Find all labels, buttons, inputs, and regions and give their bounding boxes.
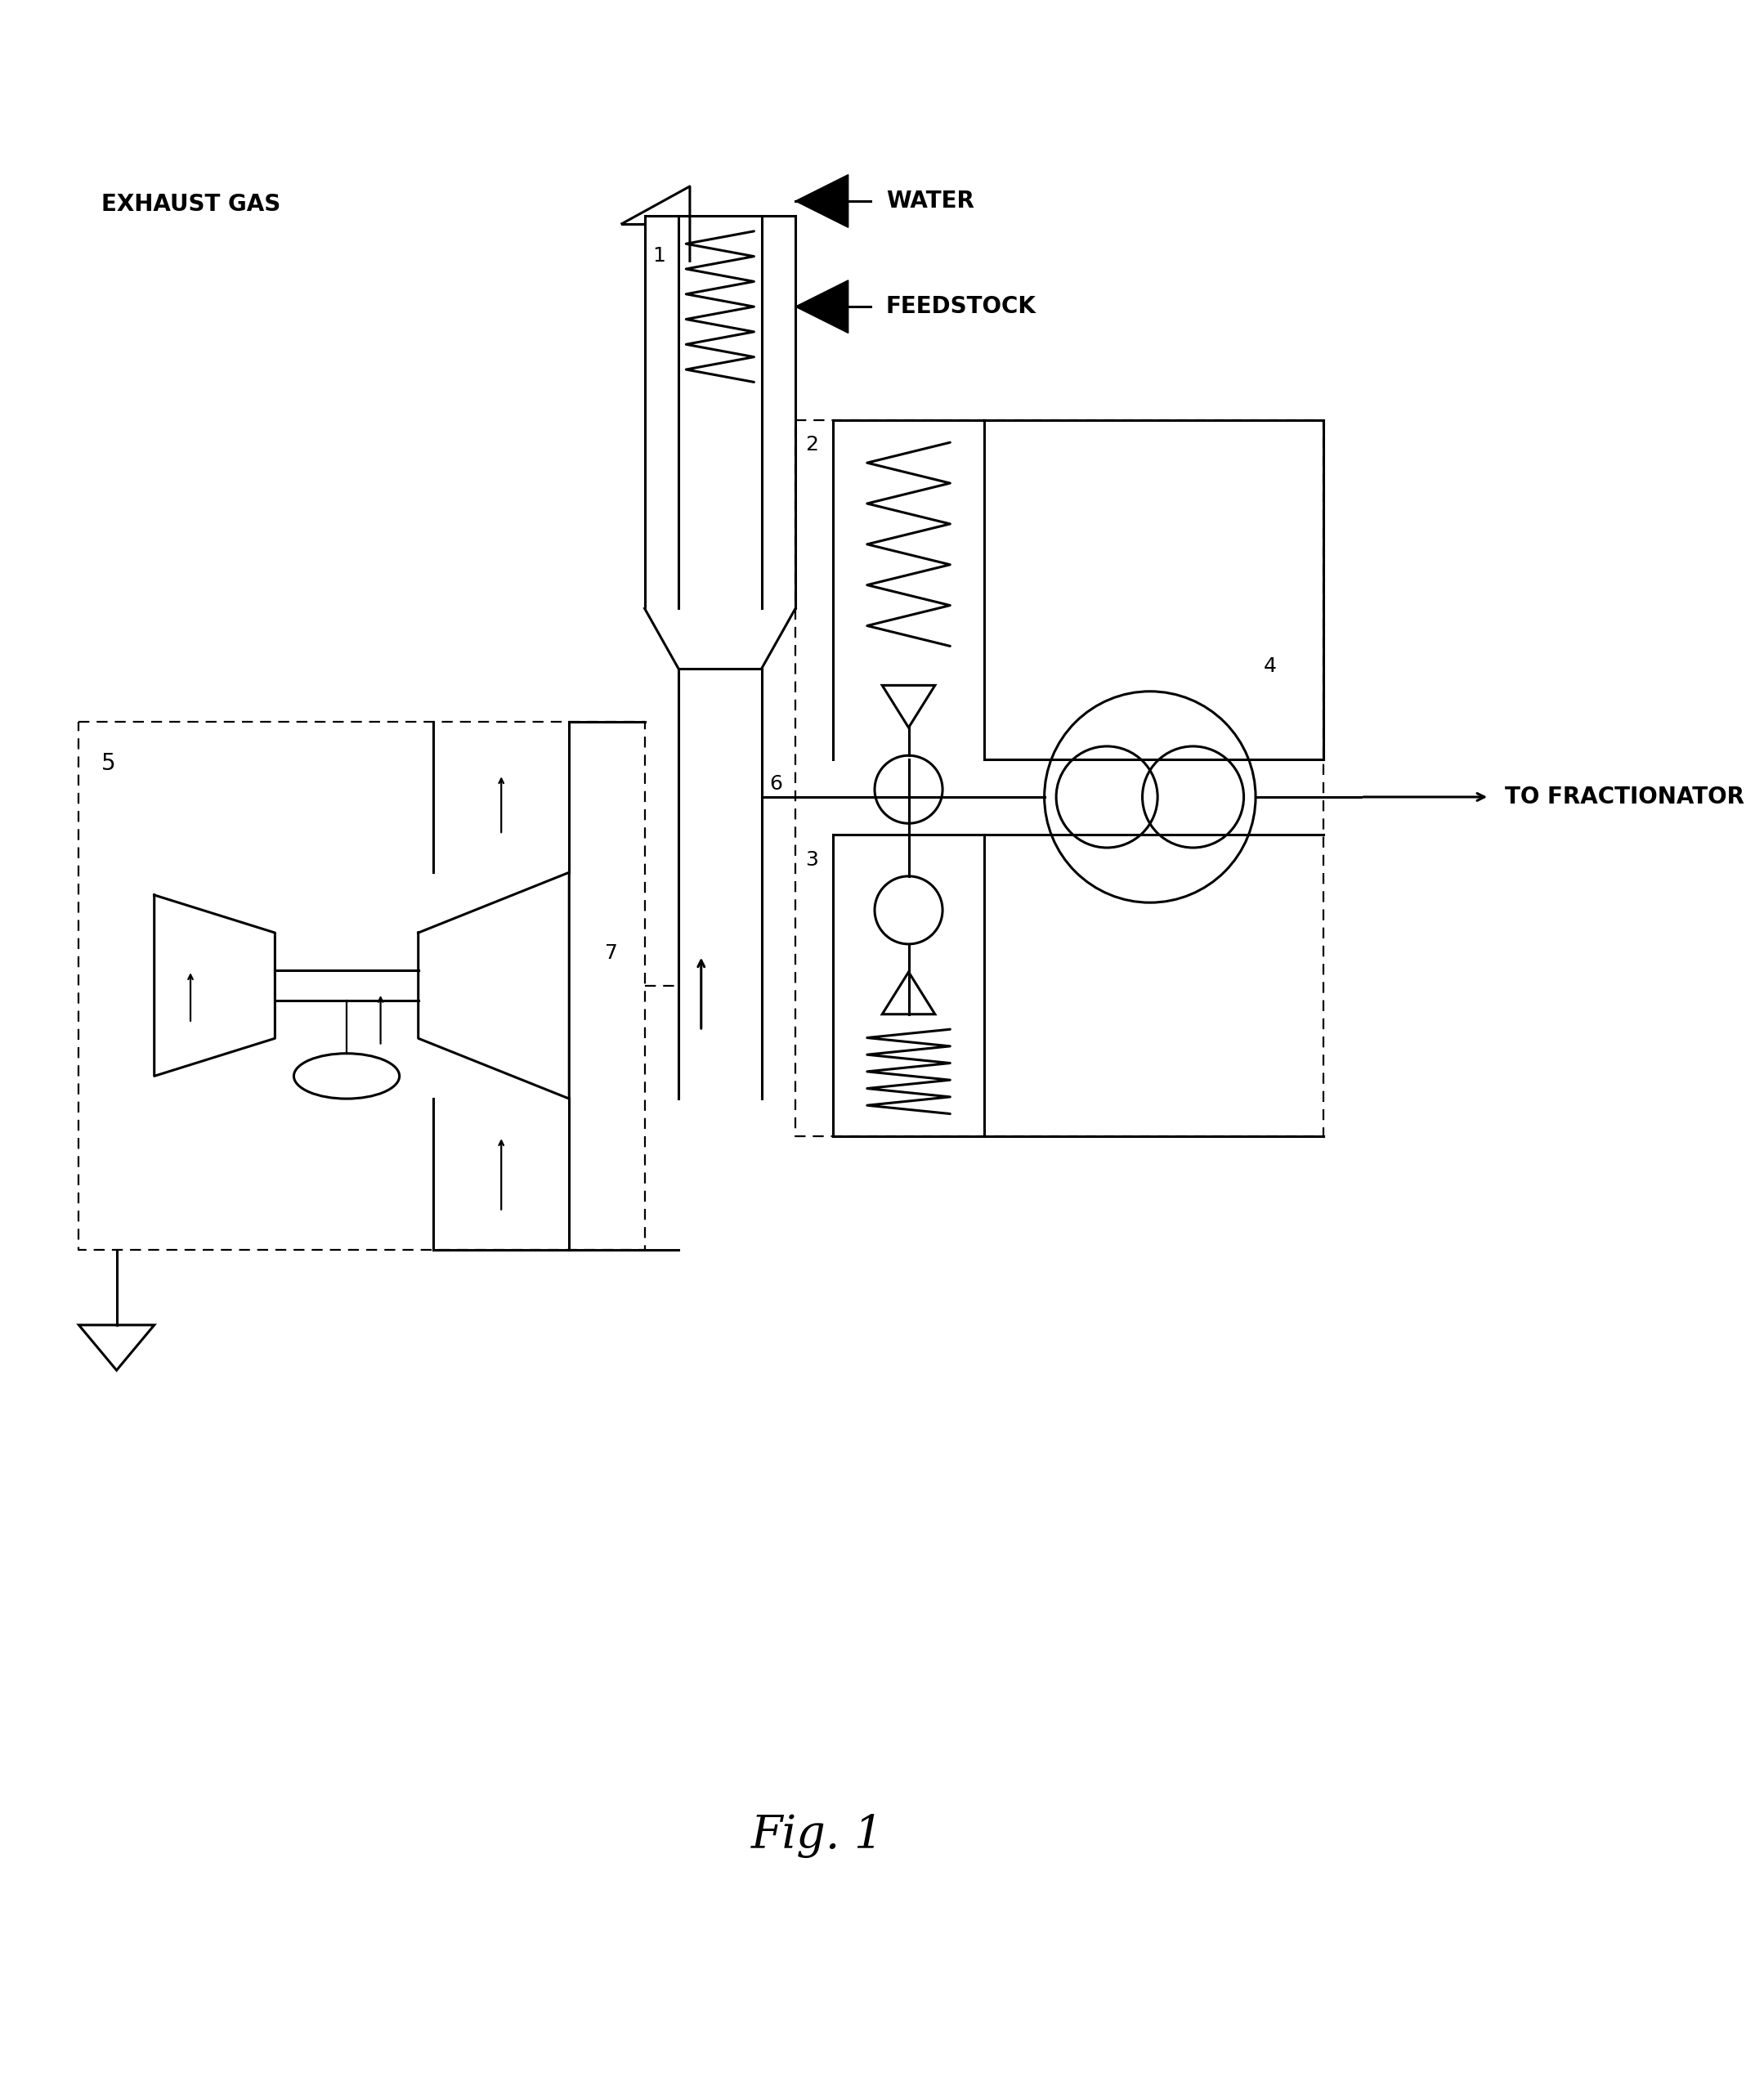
Text: WATER: WATER [886,189,974,212]
Polygon shape [882,972,935,1014]
Text: 3: 3 [804,849,818,870]
Polygon shape [882,685,935,727]
Polygon shape [796,175,848,227]
Text: 5: 5 [102,752,116,775]
Text: Fig. 1: Fig. 1 [751,1813,884,1857]
Text: 4: 4 [1263,656,1275,677]
Text: 2: 2 [804,435,818,454]
Text: 6: 6 [769,775,781,793]
Text: 1: 1 [653,246,665,266]
Text: 7: 7 [605,943,617,964]
Text: TO FRACTIONATOR: TO FRACTIONATOR [1505,785,1745,808]
Polygon shape [796,281,848,333]
Text: EXHAUST GAS: EXHAUST GAS [102,194,280,217]
Text: FEEDSTOCK: FEEDSTOCK [886,296,1035,319]
